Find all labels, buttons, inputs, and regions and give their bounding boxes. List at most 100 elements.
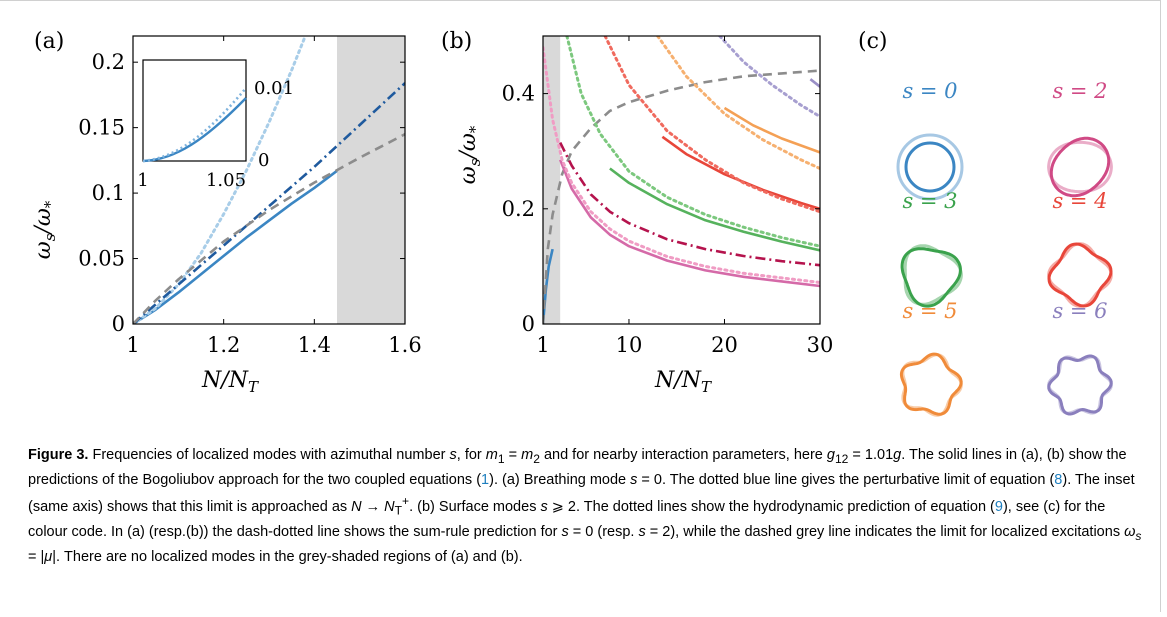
b-xtick-label: 1 [536, 333, 549, 357]
mode-shape-s4-phase-a [1047, 242, 1113, 308]
b-series-dotted-8 [603, 36, 820, 214]
a-shaded-region [337, 36, 405, 324]
caption-text: = | [28, 548, 45, 565]
citation-link[interactable]: 9 [994, 498, 1003, 515]
caption-var: ω [1124, 523, 1136, 540]
figure-caption: Figure 3. Frequencies of localized modes… [28, 447, 1142, 565]
b-series-solid-2 [558, 159, 820, 288]
b-series-solid-5 [609, 167, 820, 252]
panel-b-label: (b) [441, 29, 472, 54]
mode-label-s3: s = 3 [902, 189, 957, 213]
a-ytick-label: 0.2 [92, 50, 125, 74]
b-series-dash-dot-4 [559, 142, 820, 267]
a-xtick-label: 1 [126, 333, 139, 357]
caption-var: s [449, 447, 457, 463]
mode-label-s0: s = 0 [902, 79, 957, 103]
panel-b: (b) 1 10 20 30 0 0.2 0.4 N/NT ωs/ω* [441, 29, 833, 396]
caption-var: s [561, 523, 569, 540]
panel-b-xlabel: N/NT [654, 368, 712, 396]
a-ytick-label: 0.15 [78, 116, 125, 140]
caption-text: ), see (c) for the colour code. In (a) (… [28, 498, 1106, 540]
mode-shape-s2-phase-a [1047, 140, 1113, 194]
caption-var: s [638, 523, 646, 540]
a-xtick-label: 1.4 [298, 333, 331, 357]
mode-shape-s4-phase-b [1047, 242, 1113, 308]
b-series-solid-9 [723, 106, 820, 154]
caption-var: g [826, 447, 835, 463]
page-frame-top [0, 0, 1160, 1]
mode-label-s5: s = 5 [902, 299, 957, 323]
panel-a-label: (a) [34, 29, 64, 54]
caption-text: and for nearby interaction parameters, h… [539, 447, 827, 463]
a-xtick-label: 1.2 [207, 333, 240, 357]
b-axes-frame [542, 35, 821, 325]
caption-text: |. There are no localized modes in the g… [52, 548, 523, 565]
caption-text: ⩾ 2. The dotted lines show the hydrodyna… [547, 498, 995, 515]
caption-text: = 2), while the dashed grey line indicat… [645, 523, 1125, 540]
caption-text: ). The inset (same axis) shows that this… [28, 471, 1135, 515]
inset-xtick-right: 1.05 [206, 170, 246, 191]
b-ytick-label: 0.4 [502, 82, 535, 106]
mode-shape-s3-phase-a [903, 244, 963, 306]
caption-text: = 0 (resp. [568, 523, 639, 540]
caption-text: = 1.01 [848, 447, 894, 463]
panel-a: (a) 1 1.2 1.4 1.6 0 0.05 0.1 0.15 0.2 N/NT ωs/ω*… [31, 29, 422, 396]
a-xtick-label: 1.6 [388, 333, 421, 357]
panel-c-label: (c) [858, 29, 888, 54]
mode-shape-outer-s0 [896, 133, 964, 201]
b-series-solid-11 [809, 78, 820, 88]
mode-shape-s3-phase-b [900, 247, 962, 308]
a-series-dash-dot-2 [133, 82, 405, 324]
caption-text: . The solid lines in (a), (b) show the p… [28, 447, 1127, 488]
inset-ytick-top: 0.01 [254, 78, 294, 99]
b-ytick-label: 0 [522, 312, 535, 336]
caption-var: μ [44, 548, 53, 565]
b-series-dashed-1 [543, 69, 820, 324]
panel-c-modes: s = 0 s = 2 s = 3 s = 4 s = 5 s = 6 [896, 79, 1113, 417]
panel-a-plot: 1 1.2 1.4 1.6 0 0.05 0.1 0.15 0.2 [78, 35, 422, 357]
mode-label-s6: s = 6 [1052, 299, 1107, 323]
caption-text: . (b) Surface modes [409, 498, 541, 515]
mode-label-s4: s = 4 [1052, 189, 1107, 213]
panel-c: (c) s = 0 s = 2 s = 3 s = 4 s = 5 s = 6 [858, 29, 1113, 417]
a-ytick-label: 0.05 [78, 247, 125, 271]
panel-a-xlabel: N/NT [201, 368, 259, 396]
mode-shape-s2-phase-b [1049, 136, 1111, 198]
mode-shape-s5-phase-b [899, 352, 963, 416]
a-axes-frame [132, 35, 406, 325]
a-ytick-label: 0.1 [92, 181, 125, 205]
inset-xtick-left: 1 [137, 170, 148, 191]
mode-shape-inner-s0 [904, 141, 956, 193]
caption-var: s [540, 498, 548, 515]
panel-a-ylabel: ωs/ω* [31, 200, 59, 259]
mode-shape-s6-phase-b [1047, 354, 1113, 416]
caption-text: , for [456, 447, 486, 463]
b-xtick-label: 20 [711, 333, 738, 357]
caption-var: m [521, 447, 534, 463]
caption-text: ). (a) Breathing mode [489, 471, 631, 488]
caption-text: Frequencies of localized modes with azim… [88, 447, 450, 463]
a-series-dashed-3 [133, 133, 405, 324]
citation-link[interactable]: 1 [481, 471, 490, 488]
b-xtick-label: 10 [616, 333, 643, 357]
inset-ytick-bottom: 0 [258, 150, 269, 171]
inset-frame [142, 59, 247, 162]
panel-b-ylabel: ωs/ω* [456, 125, 484, 184]
inset-dotted-curve [142, 87, 247, 163]
b-series-solid-7 [661, 135, 820, 211]
a-ytick-label: 0 [112, 312, 125, 336]
citation-link[interactable]: 8 [1054, 471, 1063, 488]
caption-var: s [630, 471, 638, 488]
mode-label-s2: s = 2 [1052, 79, 1107, 103]
caption-var: N → N [351, 498, 395, 515]
b-shaded-region [543, 36, 561, 324]
b-series-dotted-6 [565, 36, 820, 248]
page-frame-right [1160, 0, 1161, 612]
b-series-dotted-3 [543, 46, 820, 284]
figure-3: (a) 1 1.2 1.4 1.6 0 0.05 0.1 0.15 0.2 N/NT ωs/ω*… [31, 29, 1113, 417]
panel-a-inset: 0.01 0 1 1.05 [137, 59, 294, 191]
b-ytick-label: 0.2 [502, 197, 535, 221]
caption-var: g [893, 447, 902, 463]
caption-var: m [485, 447, 498, 463]
panel-b-plot: 1 10 20 30 0 0.2 0.4 [502, 35, 833, 357]
